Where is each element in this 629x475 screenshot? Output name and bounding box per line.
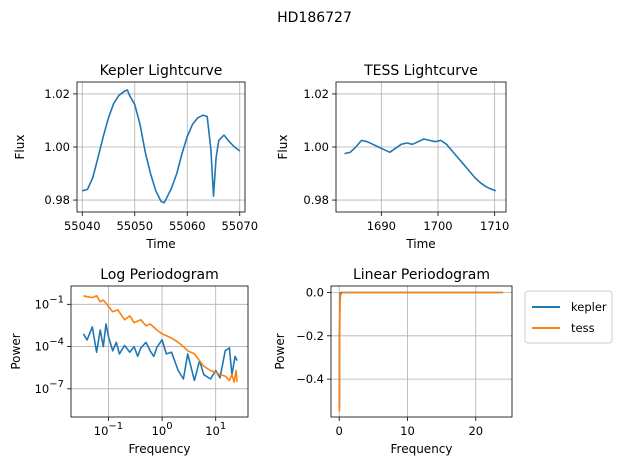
tess-series-line0 bbox=[344, 138, 497, 192]
linpg-ytick-label: 0.0 bbox=[306, 285, 324, 299]
kepler-ytick-label: 1.00 bbox=[44, 140, 70, 154]
legend-tess-label: tess bbox=[571, 321, 595, 335]
logpg-frame bbox=[70, 285, 249, 418]
kepler-title: Kepler Lightcurve bbox=[100, 63, 223, 79]
kepler-series-line0 bbox=[82, 89, 241, 204]
tess-title: TESS Lightcurve bbox=[363, 63, 478, 79]
logpg-axes: 10−1 100 101 10−1 10−4 10−7 Log Periodogram Fre… bbox=[9, 267, 249, 456]
linpg-ytick-label: −0.2 bbox=[296, 329, 324, 343]
tess-axes: 1690 1700 1710 0.98 1.00 1.02 TESS Lightcurve T… bbox=[276, 63, 509, 251]
kepler-xtick-label: 55060 bbox=[169, 219, 206, 233]
kepler-ytick-label: 0.98 bbox=[44, 193, 70, 207]
legend: kepler tess bbox=[524, 290, 613, 344]
tess-xlabel: Time bbox=[405, 237, 435, 251]
legend-frame bbox=[524, 290, 613, 344]
logpg-ylabel: Power bbox=[9, 333, 23, 369]
logpg-xtick-label: 100 bbox=[152, 421, 173, 438]
kepler-xtick-label: 55070 bbox=[221, 219, 258, 233]
linpg-axes: 0 10 20 0.0 −0.2 −0.4 Linear Periodogram Freque… bbox=[273, 267, 513, 456]
kepler-axes: 55040 55050 55060 55070 0.98 1.00 1.02 Kepler L… bbox=[13, 63, 258, 251]
linpg-ytick-label: −0.4 bbox=[296, 372, 324, 386]
tess-ylabel: Flux bbox=[276, 135, 290, 160]
legend-kepler-label: kepler bbox=[571, 300, 607, 314]
logpg-ytick-label: 10−4 bbox=[35, 337, 64, 354]
tess-xtick-label: 1690 bbox=[367, 219, 396, 233]
logpg-series-kepler bbox=[82, 323, 238, 382]
linpg-xtick-label: 0 bbox=[336, 424, 343, 438]
tess-ytick-label: 0.98 bbox=[303, 193, 329, 207]
linpg-ylabel: Power bbox=[273, 333, 287, 369]
logpg-xtick-label: 10−1 bbox=[94, 421, 123, 438]
axes-root: 55040 55050 55060 55070 0.98 1.00 1.02 Kepler L… bbox=[9, 63, 513, 456]
logpg-series-tess bbox=[83, 294, 238, 383]
linpg-series-kepler bbox=[338, 291, 504, 408]
logpg-title: Log Periodogram bbox=[100, 267, 219, 283]
figure-suptitle: HD186727 bbox=[277, 10, 352, 26]
tess-ytick-label: 1.00 bbox=[303, 140, 329, 154]
linpg-title: Linear Periodogram bbox=[353, 267, 490, 283]
logpg-ytick-label: 10−1 bbox=[35, 294, 64, 311]
kepler-frame bbox=[76, 81, 246, 213]
tess-xtick-label: 1710 bbox=[480, 219, 509, 233]
tess-ytick-label: 1.02 bbox=[303, 87, 329, 101]
tess-frame bbox=[335, 81, 507, 213]
linpg-xtick-label: 20 bbox=[468, 424, 483, 438]
kepler-xtick-label: 55050 bbox=[116, 219, 153, 233]
linpg-series-tess bbox=[338, 291, 504, 412]
linpg-frame bbox=[330, 285, 513, 418]
kepler-xtick-label: 55040 bbox=[64, 219, 101, 233]
kepler-ylabel: Flux bbox=[13, 135, 27, 160]
tess-xtick-label: 1700 bbox=[423, 219, 452, 233]
kepler-ytick-label: 1.02 bbox=[44, 87, 70, 101]
logpg-ytick-label: 10−7 bbox=[35, 379, 64, 396]
logpg-xlabel: Frequency bbox=[129, 442, 191, 456]
logpg-xtick-label: 101 bbox=[205, 421, 226, 438]
linpg-xlabel: Frequency bbox=[391, 442, 453, 456]
linpg-xtick-label: 10 bbox=[400, 424, 415, 438]
kepler-xlabel: Time bbox=[145, 237, 175, 251]
